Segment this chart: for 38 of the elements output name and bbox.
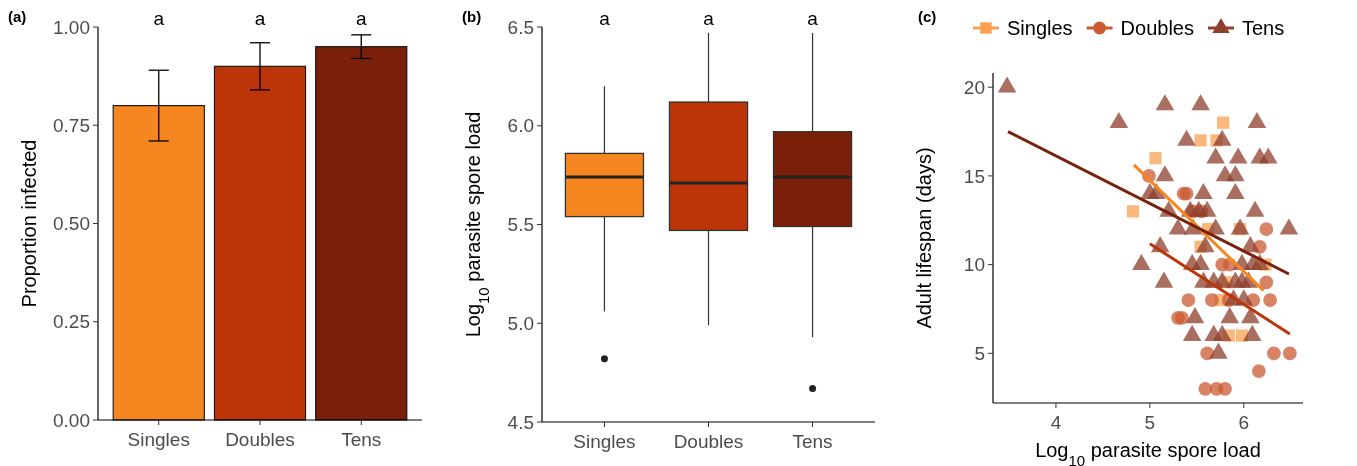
y-tick-label: 20 [963, 76, 985, 98]
annotation: a [807, 8, 819, 29]
y-tick-label: 5.0 [507, 312, 534, 334]
y-tick-label: 0.75 [53, 114, 90, 136]
legend-label: Singles [1007, 17, 1073, 39]
y-tick-label: 5.5 [507, 214, 534, 236]
y-tick-label: 4.5 [507, 411, 534, 433]
x-tick-label: 6 [1238, 412, 1250, 433]
y-axis-title: Adult lifespan (days) [913, 147, 935, 329]
x-tick-label: 5 [1144, 412, 1156, 433]
annotation: a [599, 8, 611, 29]
legend-label: Doubles [1120, 17, 1194, 39]
y-tick-label: 10 [963, 254, 985, 276]
annotation: a [703, 8, 715, 29]
x-tick-label: Singles [127, 429, 190, 450]
x-tick-label: Tens [792, 431, 833, 452]
y-tick-label: 5 [974, 342, 985, 364]
annotation: a [355, 8, 367, 29]
x-tick-label: Tens [341, 429, 382, 450]
y-tick-label: 15 [963, 165, 985, 187]
y-tick-label: 0.00 [53, 409, 90, 431]
x-tick-label: Doubles [673, 431, 744, 452]
y-tick-label: 0.25 [53, 311, 90, 333]
y-tick-label: 0.50 [53, 213, 90, 235]
chart-title: (c) [918, 8, 937, 25]
x-tick-label: Singles [573, 431, 636, 452]
x-axis-title: Log$_{10}$ parasite spore load [1035, 439, 1261, 466]
x-tick-label: 4 [1050, 412, 1062, 433]
legend-label: Tens [1242, 17, 1285, 39]
y-tick-label: 6.5 [507, 16, 534, 38]
y-tick-label: 6.0 [507, 115, 534, 137]
y-tick-label: 1.00 [53, 16, 90, 38]
chart-title: (a) [8, 8, 27, 25]
x-tick-label: Doubles [225, 429, 295, 450]
y-axis-title: Proportion infected [18, 139, 40, 308]
annotation: a [153, 8, 165, 29]
chart-title: (b) [462, 8, 482, 25]
annotation: a [254, 8, 266, 29]
